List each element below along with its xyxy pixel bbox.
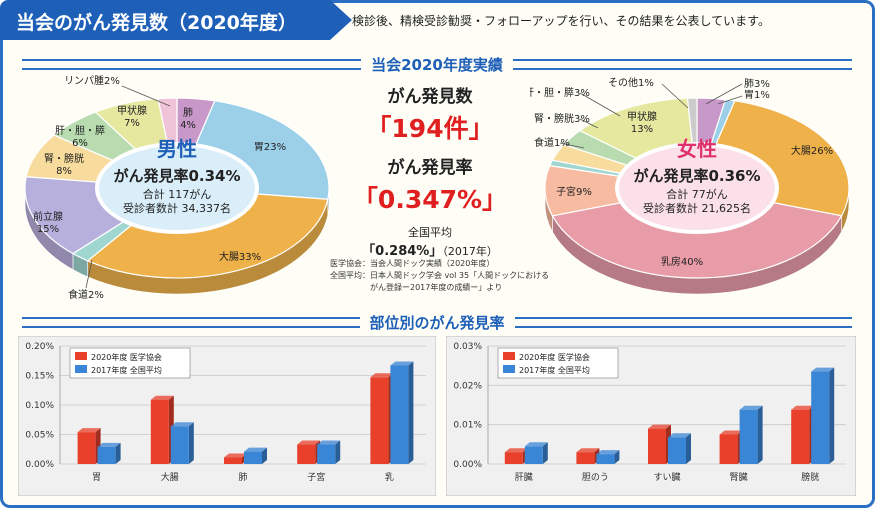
pie-1-label-6: 腎・膀胱3% [534,112,590,125]
bar-0-xtick-1: 大腸 [161,471,179,483]
bar-1-s1-c1 [596,454,615,464]
pie-0-label-0: 肺 4% [180,107,196,131]
bar-0-s0-c4 [370,377,389,464]
note-line-3: がん登録ー2017年度の成績ー」より [370,283,503,292]
bar-0-ytick-2: 0.10% [25,401,54,411]
pie-0-label-6: 肝・胆・膵 6% [55,125,105,149]
rate-label: がん発見率 [387,158,473,178]
bar-chart-right: 0.00% 0.01% 0.02% 0.03% 肝臓 胆のう すい臓 腎臓 膀胱 2020年度 医… [446,336,856,496]
pie-1-title: 女性 [677,137,717,161]
bar-1-s0-c0 [504,452,523,464]
pie-1-center [619,146,775,230]
pie-0-label-7: 甲状腺 7% [117,104,147,129]
bar-1-s1-c2 [668,437,686,464]
bar-1-s0-c4 [791,409,810,464]
bar-0-ytick-0: 0.00% [25,460,54,470]
bar-0-legend-1: 2017年度 全国平均 [91,365,162,375]
bar-1-s1-c4 [811,371,830,464]
intro-text: 検診後、精検受診勧奨・フォローアップを行い、その結果を公表しています。 [352,14,770,28]
national-label: 全国平均 [408,226,452,239]
pie-0-label-1: 胃23% [254,141,286,153]
bar-1-ytick-1: 0.01% [453,421,482,431]
bar-0-xtick-3: 子宮 [307,471,325,483]
bar-1-s0-c2 [648,428,666,464]
title-tab: 当会のがん発見数（2020年度） [0,0,352,40]
bar-0-s1-c4 [390,365,409,464]
section-header-rates: 部位別のがん発見率 [22,312,853,332]
section-title-rates: 部位別のがん発見率 [369,313,505,332]
bar-1-xtick-0: 肝臓 [515,472,533,483]
bar-0-s1-c0 [97,446,116,464]
section-header-results: 当会2020年度実績 [22,54,852,74]
pie-1-label-5: 食道1% [534,136,570,149]
pie-1-subtitle: がん発見率0.36% [633,167,760,185]
count-label: がん発見数 [387,87,473,107]
rate-value: 「0.347%」 [352,185,508,214]
bar-1-s0-c1 [576,452,595,464]
national-value: 「0.284%」 [362,244,443,259]
summary-panel: がん発見数 「194件」 がん発見率 「0.347%」 全国平均 「0.284%… [330,82,530,259]
bar-0-xtick-2: 肺 [238,472,247,483]
bar-1-xtick-2: すい臓 [653,472,680,483]
bar-1-xtick-1: 胆のう [582,472,609,483]
pie-0-label-8: リンパ腫2% [64,75,120,87]
bar-0-s1-c3 [317,444,336,464]
bar-1-legend-0: 2020年度 医学協会 [519,352,590,362]
pie-0-examinees: 受診者数計 34,337名 [123,201,231,215]
bar-0-legend-0: 2020年度 医学協会 [91,352,162,362]
count-value: 「194件」 [366,114,494,143]
bar-0-ytick-1: 0.05% [25,431,54,441]
pie-0-label-4: 前立腺 15% [33,210,63,235]
pie-1-label-1: 胃1% [744,89,770,101]
pie-1-total: 合計 77がん [666,187,728,201]
bar-1-s1-c3 [739,409,758,464]
pie-1-label-4: 子宮9% [556,185,592,198]
pie-0-label-2: 大腸33% [219,250,261,263]
bar-0-ytick-3: 0.15% [25,372,54,382]
page-title: 当会のがん発見数（2020年度） [16,12,297,34]
bar-0-s0-c3 [297,444,316,464]
pie-1-label-8: 甲状腺 13% [627,110,657,135]
note-line-1: 医学協会：当会人間ドック実績（2020年度） [330,259,495,268]
pie-1-label-7: 肝・胆・膵3% [530,87,590,99]
bar-0-s1-c1 [170,426,189,464]
pie-1-label-2: 大腸26% [791,144,833,157]
pie-0-label-3: 食道2% [68,288,104,301]
bar-1-xtick-4: 膀胱 [801,471,819,483]
pie-0-label-5: 腎・膀胱 8% [44,152,84,177]
bar-1-legend-1: 2017年度 全国平均 [519,365,590,375]
source-notes: 医学協会：当会人間ドック実績（2020年度） 全国平均：日本人間ドック学会 vo… [330,258,549,294]
note-line-2: 全国平均：日本人間ドック学会 vol 35「人間ドックにおける [330,271,550,280]
pie-0-subtitle: がん発見率0.34% [113,167,240,185]
bar-1-xtick-3: 腎臓 [730,472,748,483]
bar-0-s0-c2 [224,457,242,464]
pie-1-examinees: 受診者数計 21,625名 [643,201,751,215]
pie-0-title: 男性 [157,137,197,161]
bar-0-ytick-4: 0.20% [25,342,54,352]
bar-1-ytick-2: 0.02% [453,381,482,391]
bar-0-s0-c0 [77,432,96,464]
national-year: （2017年） [442,245,498,258]
bar-1-s0-c3 [719,434,738,464]
bar-0-legend: 2020年度 医学協会 2017年度 全国平均 [69,347,191,379]
bar-chart-left: 0.00% 0.05% 0.10% 0.15% 0.20% 胃 大腸 肺 子宮 乳 2020年度 医… [18,336,436,496]
pie-0-total: 合計 117がん [143,187,212,201]
bar-0-xtick-4: 乳 [385,471,394,483]
pie-0-center [99,146,255,230]
pie-0-slice-2 [86,187,329,279]
bar-0-s1-c2 [244,451,262,464]
pie-1-label-3: 乳房40% [661,255,703,268]
section-title-results: 当会2020年度実績 [371,55,503,74]
bar-1-ytick-3: 0.03% [453,342,482,352]
bar-1-ytick-0: 0.00% [453,460,482,470]
bar-1-s1-c0 [524,446,543,464]
bar-0-xtick-0: 胃 [92,472,101,483]
bar-1-legend: 2020年度 医学協会 2017年度 全国平均 [497,347,619,379]
pie-1-label-0: 肺3% [744,78,770,90]
bar-0-s0-c1 [150,399,169,464]
pie-1-label-9: その他1% [608,76,654,89]
